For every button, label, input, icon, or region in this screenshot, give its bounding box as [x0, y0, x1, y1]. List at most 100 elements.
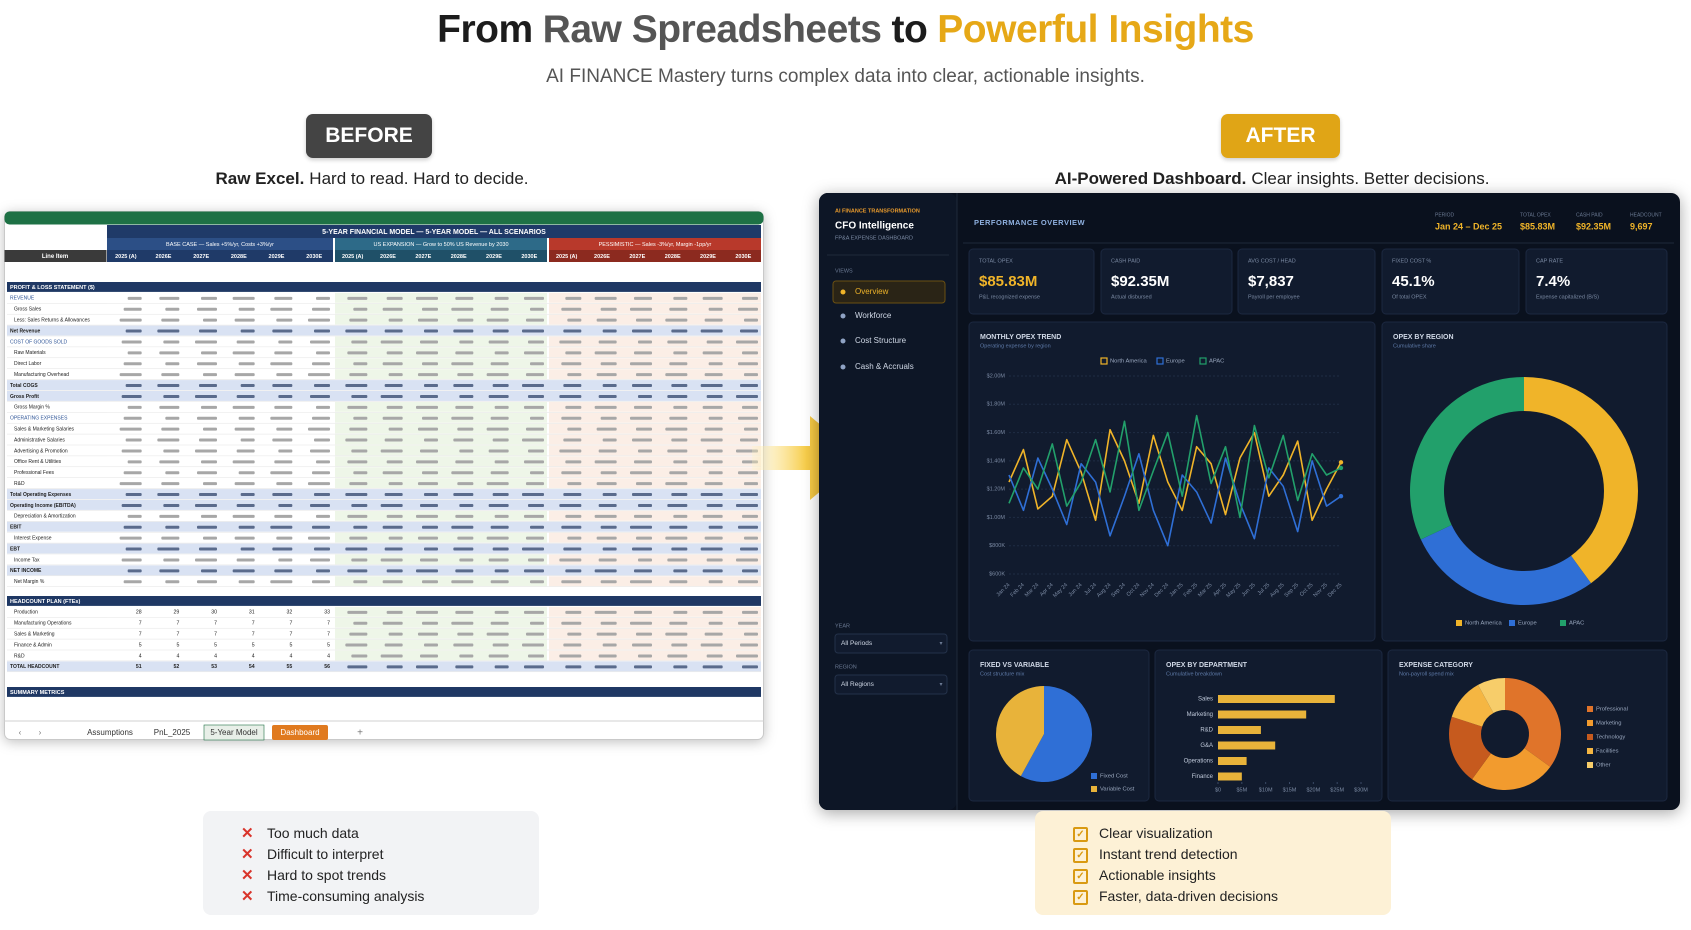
cell-placeholder — [665, 482, 688, 486]
cell-value: 5 — [327, 642, 330, 648]
kpi-note: Actual disbursed — [1111, 294, 1152, 300]
cell-placeholder — [197, 362, 217, 366]
cell-placeholder — [530, 307, 544, 311]
cell-placeholder — [455, 514, 474, 518]
x-tick-label: $25M — [1330, 787, 1344, 793]
scenario-tint — [335, 532, 547, 543]
filter-select[interactable] — [834, 633, 948, 654]
cell-placeholder — [673, 460, 688, 464]
cell-placeholder — [125, 384, 142, 388]
cell-placeholder — [308, 482, 330, 486]
cell-placeholder — [528, 449, 544, 453]
cell-placeholder — [740, 384, 758, 388]
cell-placeholder — [486, 632, 509, 636]
cell-value: 56 — [324, 664, 330, 670]
cell-placeholder — [738, 471, 758, 475]
cell-placeholder — [159, 514, 180, 518]
cell-placeholder — [563, 493, 582, 497]
cell-placeholder — [738, 362, 758, 366]
cell-placeholder — [492, 643, 509, 647]
cell-placeholder — [638, 503, 652, 507]
cell-placeholder — [704, 482, 723, 486]
cell-placeholder — [667, 558, 688, 562]
cell-placeholder — [418, 632, 438, 636]
filter-select[interactable] — [834, 674, 948, 695]
cell-placeholder — [594, 569, 617, 573]
y-tick-label: $2.00M — [987, 373, 1006, 379]
cell-placeholder — [598, 654, 617, 658]
cell-placeholder — [386, 296, 403, 300]
cell-placeholder — [420, 654, 438, 658]
cell-placeholder — [424, 547, 438, 551]
cell-placeholder — [630, 362, 652, 366]
cell-placeholder — [492, 329, 509, 333]
cell-value: 7 — [252, 632, 255, 638]
cell-placeholder — [165, 307, 180, 311]
scenario-tint — [549, 347, 761, 358]
cell-placeholder — [240, 547, 255, 551]
nav-item[interactable]: Cash & Accruals — [855, 362, 914, 371]
sheet-tab[interactable]: Assumptions — [87, 728, 133, 737]
cell-placeholder — [236, 503, 255, 507]
cell-placeholder — [388, 632, 403, 636]
cell-placeholder — [526, 536, 544, 540]
cell-placeholder — [492, 384, 509, 388]
cell-placeholder — [665, 318, 688, 322]
cell-placeholder — [163, 394, 180, 398]
cell-placeholder — [351, 558, 368, 562]
legend-swatch — [1587, 706, 1593, 712]
cell-placeholder — [561, 580, 582, 584]
bar — [1218, 695, 1335, 703]
benefit: Faster, data-driven decisions — [1073, 886, 1391, 907]
cell-placeholder — [671, 493, 688, 497]
cell-placeholder — [416, 665, 438, 669]
scenario-tint — [549, 576, 761, 587]
nav-item[interactable]: Workforce — [855, 311, 892, 320]
sheet-tab[interactable]: Dashboard — [280, 728, 319, 737]
sheet-tab[interactable]: 5-Year Model — [210, 728, 258, 737]
legend-label: APAC — [1209, 359, 1224, 365]
nav-item[interactable]: Cost Structure — [855, 336, 907, 345]
cell-placeholder — [349, 536, 368, 540]
cell-placeholder — [310, 394, 330, 398]
kpi-value: 45.1% — [1392, 273, 1435, 290]
sheet-tab[interactable]: PnL_2025 — [154, 728, 191, 737]
nav-item[interactable]: Overview — [855, 287, 889, 296]
sidebar-bg — [819, 193, 957, 810]
cell-placeholder — [272, 384, 293, 388]
cell-placeholder — [486, 427, 509, 431]
cell-placeholder — [382, 416, 403, 420]
cell-placeholder — [530, 621, 544, 625]
cell-placeholder — [232, 405, 255, 409]
legend-swatch — [1509, 620, 1515, 626]
cell-placeholder — [347, 405, 368, 409]
cell-placeholder — [704, 427, 723, 431]
cell-placeholder — [704, 536, 723, 540]
cell-placeholder — [422, 525, 438, 529]
cell-placeholder — [486, 318, 509, 322]
cell-placeholder — [201, 405, 217, 409]
total-row-bg — [7, 489, 761, 499]
caption-bold: Raw Excel. — [215, 169, 305, 188]
y-tick-label: $1.80M — [987, 402, 1006, 408]
chart-title: MONTHLY OPEX TREND — [980, 334, 1061, 341]
cell-placeholder — [382, 471, 403, 475]
scenario-tint — [335, 606, 547, 617]
scenario-tint — [549, 358, 761, 369]
cell-value: 5 — [214, 642, 217, 648]
cell-placeholder — [634, 351, 652, 355]
cell-placeholder — [420, 340, 438, 344]
cell-placeholder — [459, 449, 474, 453]
scenario-tint — [107, 303, 333, 314]
benefit: Actionable insights — [1073, 865, 1391, 886]
header-stat-label: PERIOD — [1435, 212, 1455, 218]
cell-placeholder — [382, 307, 403, 311]
cell-placeholder — [351, 449, 368, 453]
cell-placeholder — [453, 547, 474, 551]
total-row-bg — [7, 565, 761, 576]
cell-placeholder — [594, 351, 617, 355]
cell-placeholder — [565, 665, 582, 669]
cell-placeholder — [596, 373, 617, 377]
spreadsheet: 5-YEAR FINANCIAL MODEL — 5-YEAR MODEL — … — [4, 211, 764, 741]
cell-placeholder — [159, 405, 180, 409]
